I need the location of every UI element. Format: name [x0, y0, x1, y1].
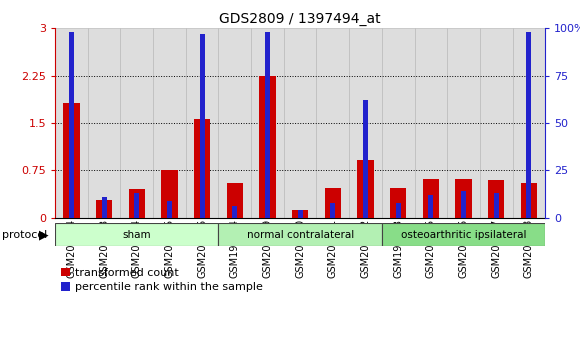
- Bar: [161, 170, 177, 218]
- Bar: [167, 201, 172, 218]
- Text: protocol: protocol: [2, 230, 47, 240]
- Bar: [233, 206, 237, 218]
- Bar: [55, 28, 88, 218]
- Bar: [325, 188, 341, 218]
- Text: sham: sham: [122, 229, 151, 240]
- Bar: [102, 197, 107, 218]
- Bar: [69, 32, 74, 218]
- Bar: [194, 119, 211, 218]
- Bar: [219, 28, 251, 218]
- Bar: [488, 180, 505, 218]
- Bar: [461, 191, 466, 218]
- Bar: [494, 193, 499, 218]
- Bar: [349, 28, 382, 218]
- Text: normal contralateral: normal contralateral: [246, 229, 354, 240]
- Bar: [251, 28, 284, 218]
- Bar: [219, 223, 382, 246]
- Bar: [480, 28, 513, 218]
- Bar: [265, 32, 270, 218]
- Bar: [121, 28, 153, 218]
- Bar: [129, 189, 145, 218]
- Bar: [390, 188, 407, 218]
- Bar: [227, 183, 243, 218]
- Bar: [423, 178, 439, 218]
- Bar: [292, 210, 309, 218]
- Bar: [415, 28, 447, 218]
- Bar: [259, 76, 276, 218]
- Bar: [200, 34, 205, 218]
- Bar: [447, 28, 480, 218]
- Bar: [284, 28, 317, 218]
- Bar: [63, 103, 79, 218]
- Bar: [186, 28, 219, 218]
- Bar: [298, 210, 303, 218]
- Title: GDS2809 / 1397494_at: GDS2809 / 1397494_at: [219, 12, 381, 26]
- Bar: [96, 200, 113, 218]
- Bar: [317, 28, 349, 218]
- Bar: [357, 160, 374, 218]
- Bar: [153, 28, 186, 218]
- Legend: transformed count, percentile rank within the sample: transformed count, percentile rank withi…: [61, 268, 263, 292]
- Bar: [513, 28, 545, 218]
- Bar: [88, 28, 121, 218]
- Text: osteoarthritic ipsilateral: osteoarthritic ipsilateral: [401, 229, 526, 240]
- Bar: [382, 28, 415, 218]
- Bar: [363, 100, 368, 218]
- Bar: [331, 202, 335, 218]
- Bar: [382, 223, 545, 246]
- Bar: [521, 183, 537, 218]
- Bar: [396, 202, 401, 218]
- Bar: [527, 32, 531, 218]
- Text: ▶: ▶: [39, 229, 49, 241]
- Bar: [55, 223, 219, 246]
- Bar: [455, 178, 472, 218]
- Bar: [429, 195, 433, 218]
- Bar: [135, 193, 139, 218]
